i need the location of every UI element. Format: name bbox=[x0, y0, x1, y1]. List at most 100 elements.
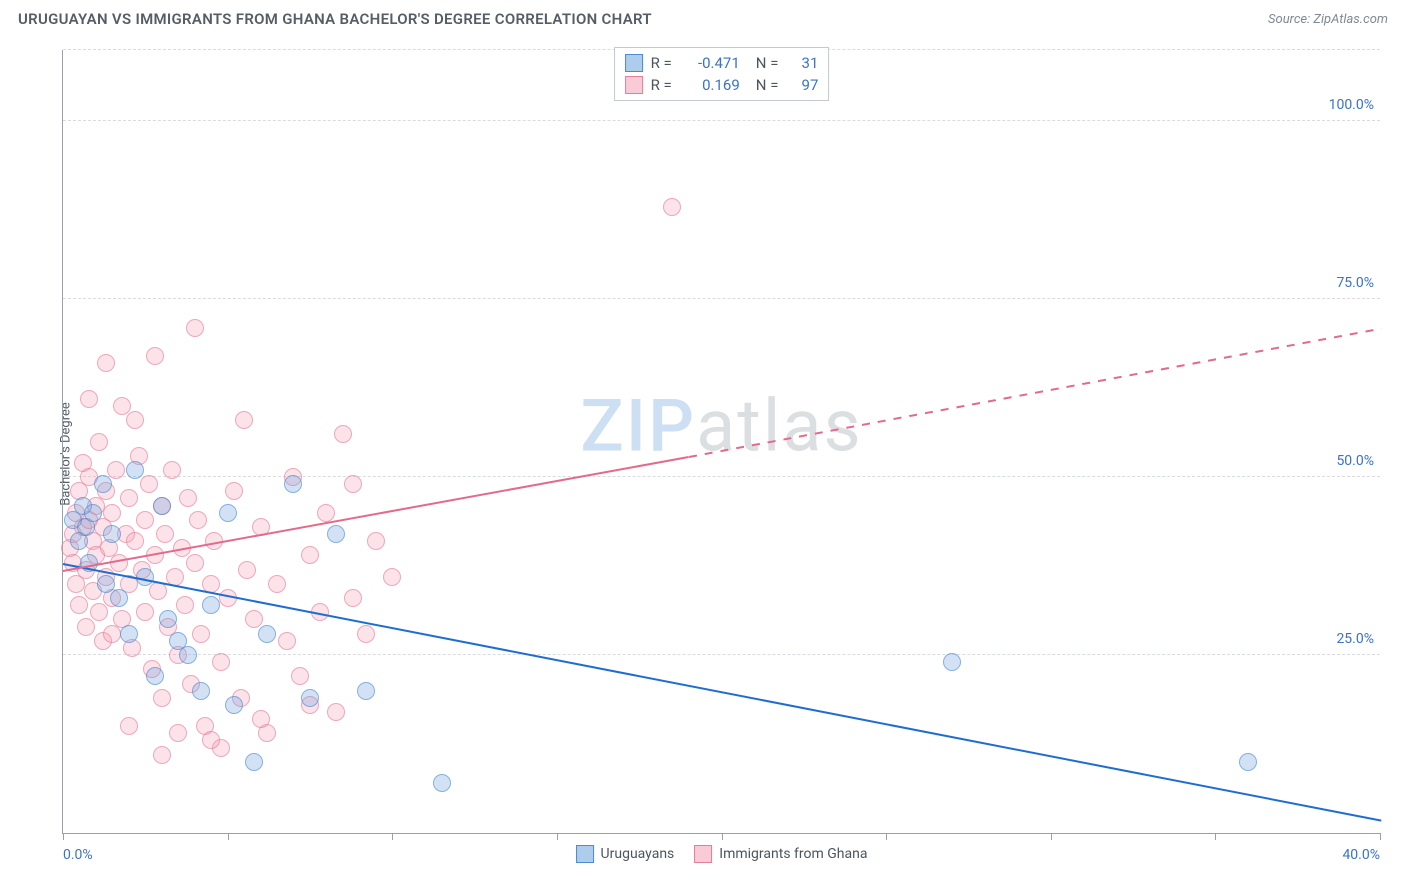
y-tick-label: 25.0% bbox=[1336, 631, 1374, 647]
data-point bbox=[179, 646, 197, 664]
data-point bbox=[663, 198, 681, 216]
data-point bbox=[159, 610, 177, 628]
y-tick-label: 100.0% bbox=[1329, 97, 1374, 113]
data-point bbox=[943, 653, 961, 671]
legend-n-label: N = bbox=[756, 76, 779, 94]
data-point bbox=[327, 703, 345, 721]
data-point bbox=[113, 397, 131, 415]
data-point bbox=[169, 724, 187, 742]
data-point bbox=[103, 504, 121, 522]
data-point bbox=[84, 504, 102, 522]
data-point bbox=[120, 489, 138, 507]
data-point bbox=[80, 390, 98, 408]
data-point bbox=[1239, 753, 1257, 771]
legend-row: R = -0.471 N = 31 bbox=[625, 52, 819, 74]
legend-swatch bbox=[625, 76, 643, 94]
data-point bbox=[344, 475, 362, 493]
chart-title: URUGUAYAN VS IMMIGRANTS FROM GHANA BACHE… bbox=[18, 10, 652, 28]
x-tick bbox=[557, 833, 558, 840]
data-point bbox=[110, 589, 128, 607]
trend-line bbox=[689, 328, 1381, 458]
data-point bbox=[153, 497, 171, 515]
x-tick bbox=[228, 833, 229, 840]
legend-row: R = 0.169 N = 97 bbox=[625, 74, 819, 96]
data-point bbox=[291, 667, 309, 685]
data-point bbox=[258, 625, 276, 643]
data-point bbox=[120, 717, 138, 735]
data-point bbox=[94, 475, 112, 493]
trend-line bbox=[63, 563, 1381, 822]
data-point bbox=[103, 525, 121, 543]
gridline bbox=[63, 476, 1380, 477]
data-point bbox=[252, 710, 270, 728]
x-tick-label: 40.0% bbox=[1342, 847, 1380, 863]
data-point bbox=[334, 425, 352, 443]
data-point bbox=[327, 525, 345, 543]
data-point bbox=[238, 561, 256, 579]
data-point bbox=[225, 482, 243, 500]
legend-label: Uruguayans bbox=[601, 846, 675, 862]
x-tick bbox=[1215, 833, 1216, 840]
legend-r-label: R = bbox=[651, 54, 672, 72]
data-point bbox=[136, 568, 154, 586]
data-point bbox=[140, 475, 158, 493]
data-point bbox=[189, 511, 207, 529]
data-point bbox=[433, 774, 451, 792]
legend-item: Uruguayans bbox=[576, 845, 675, 863]
x-tick bbox=[392, 833, 393, 840]
watermark: ZIPatlas bbox=[580, 383, 862, 468]
data-point bbox=[317, 504, 335, 522]
data-point bbox=[219, 504, 237, 522]
data-point bbox=[357, 682, 375, 700]
data-point bbox=[202, 596, 220, 614]
x-tick bbox=[886, 833, 887, 840]
data-point bbox=[70, 596, 88, 614]
data-point bbox=[301, 689, 319, 707]
source-attribution: Source: ZipAtlas.com bbox=[1268, 12, 1388, 27]
data-point bbox=[103, 625, 121, 643]
data-point bbox=[192, 682, 210, 700]
x-tick-label: 0.0% bbox=[63, 847, 93, 863]
legend-item: Immigrants from Ghana bbox=[694, 845, 867, 863]
x-tick bbox=[1380, 833, 1381, 840]
data-point bbox=[383, 568, 401, 586]
gridline bbox=[63, 654, 1380, 655]
legend-r-label: R = bbox=[651, 76, 672, 94]
gridline bbox=[63, 298, 1380, 299]
legend-swatch bbox=[625, 54, 643, 72]
series-legend: Uruguayans Immigrants from Ghana bbox=[576, 845, 868, 863]
legend-n-label: N = bbox=[756, 54, 779, 72]
legend-n-value: 31 bbox=[786, 54, 818, 72]
legend-label: Immigrants from Ghana bbox=[719, 846, 867, 862]
y-tick-label: 50.0% bbox=[1336, 453, 1374, 469]
legend-r-value: 0.169 bbox=[680, 76, 740, 94]
trend-line bbox=[63, 456, 689, 572]
plot-area: ZIPatlas R =-0.471N =31R =0.169N =97 Uru… bbox=[62, 50, 1380, 834]
data-point bbox=[235, 411, 253, 429]
data-point bbox=[163, 461, 181, 479]
data-point bbox=[186, 319, 204, 337]
data-point bbox=[202, 731, 220, 749]
data-point bbox=[120, 625, 138, 643]
data-point bbox=[225, 696, 243, 714]
legend-n-value: 97 bbox=[786, 76, 818, 94]
data-point bbox=[245, 753, 263, 771]
data-point bbox=[192, 625, 210, 643]
data-point bbox=[77, 618, 95, 636]
data-point bbox=[97, 575, 115, 593]
correlation-legend: R = -0.471 N = 31 R = 0.169 N = 97 bbox=[614, 47, 830, 101]
x-tick bbox=[63, 833, 64, 840]
data-point bbox=[136, 603, 154, 621]
data-point bbox=[179, 489, 197, 507]
x-tick bbox=[1051, 833, 1052, 840]
data-point bbox=[357, 625, 375, 643]
data-point bbox=[107, 461, 125, 479]
legend-r-value: -0.471 bbox=[680, 54, 740, 72]
legend-swatch bbox=[694, 845, 712, 863]
legend-swatch bbox=[576, 845, 594, 863]
data-point bbox=[136, 511, 154, 529]
data-point bbox=[278, 632, 296, 650]
gridline bbox=[63, 120, 1380, 121]
data-point bbox=[212, 653, 230, 671]
data-point bbox=[146, 667, 164, 685]
